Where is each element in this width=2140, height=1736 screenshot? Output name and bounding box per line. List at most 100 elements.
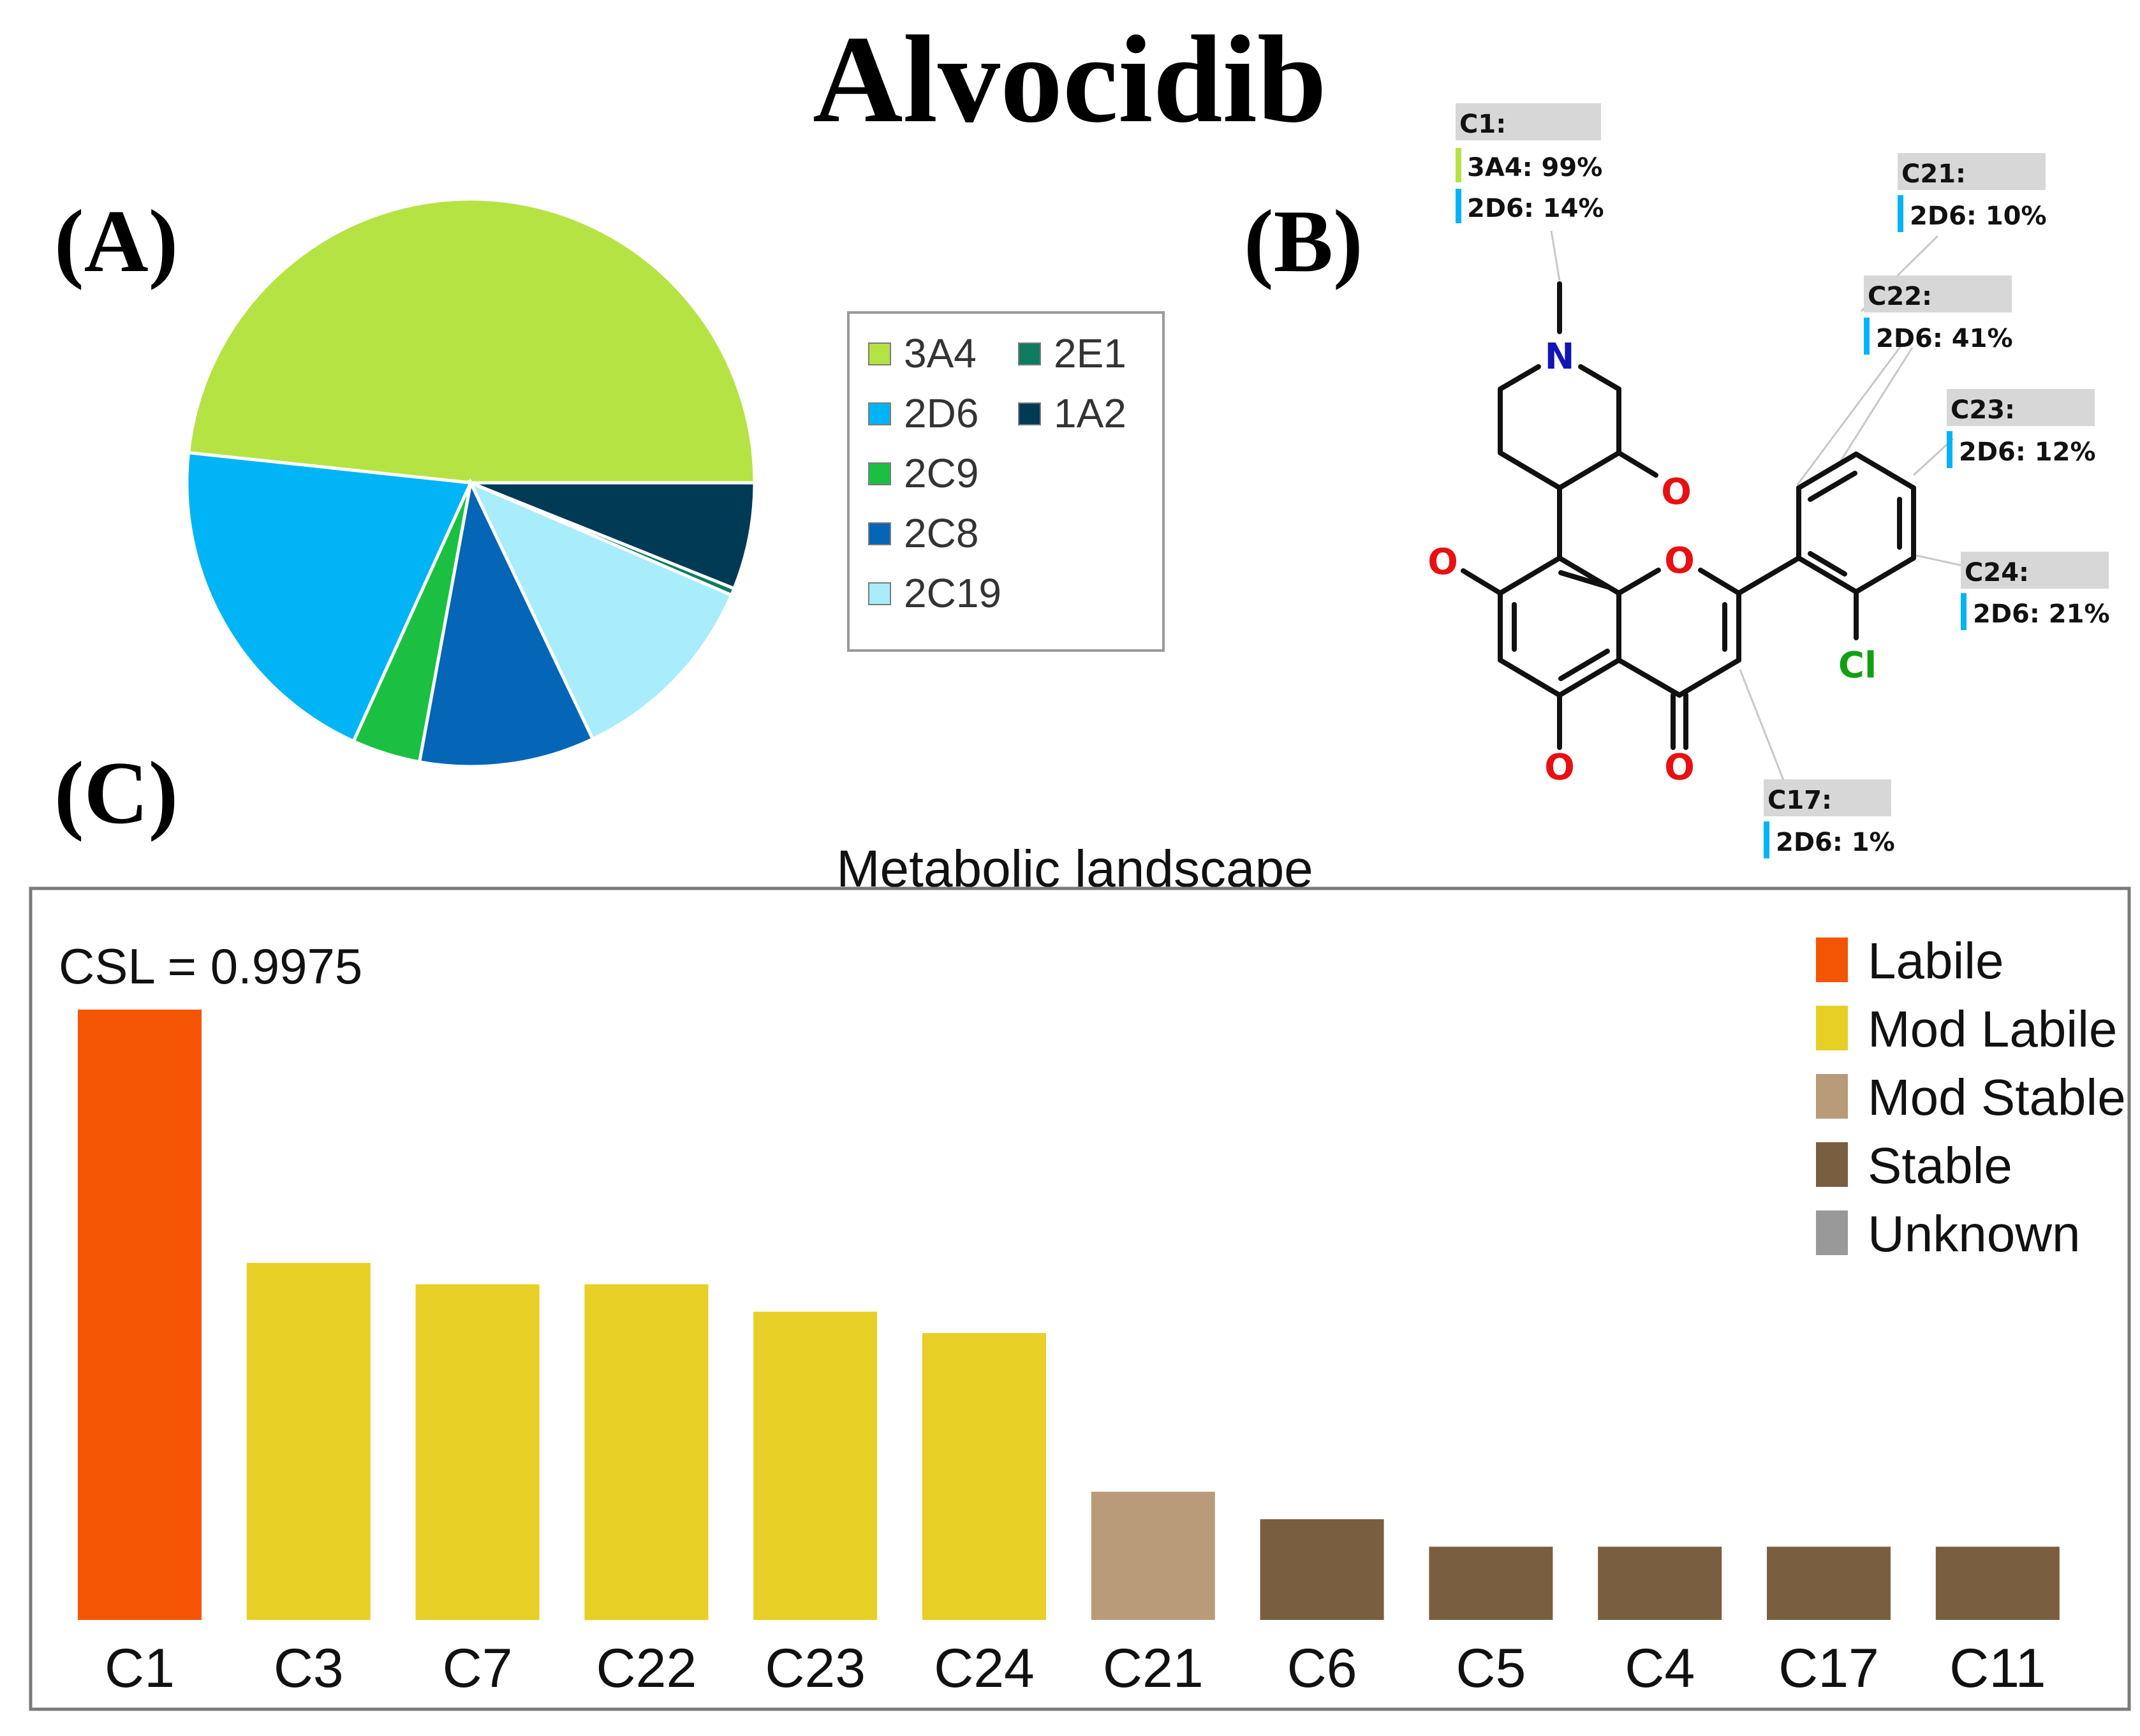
- legend-swatch-2e1: [1018, 342, 1041, 365]
- x-tick-label-c23: C23: [765, 1638, 866, 1699]
- bond: [1498, 450, 1562, 490]
- bond: [1736, 555, 1801, 596]
- enzyme-bar: [1764, 821, 1769, 858]
- enzyme-label: 2D6: 12%: [1959, 438, 2096, 467]
- x-tick-label-c7: C7: [443, 1638, 513, 1699]
- annotation-box: [1961, 552, 2109, 589]
- leader-line-c17: [1739, 669, 1786, 784]
- enzyme-bar: [1947, 431, 1952, 468]
- enzyme-bar: [1961, 593, 1967, 630]
- legend-label-2e1: 2E1: [1054, 330, 1126, 376]
- legend-swatch-2c8: [868, 522, 891, 545]
- bonds: [1461, 281, 1916, 750]
- x-tick-label-c1: C1: [105, 1638, 175, 1699]
- bar-c6: [1260, 1519, 1384, 1620]
- site-label: C1:: [1459, 110, 1506, 139]
- bond: [1808, 551, 1847, 577]
- legend-label-1a2: 1A2: [1054, 390, 1126, 436]
- annotation-leader-lines: [1550, 230, 1967, 784]
- legend-swatch-mod-labile: [1816, 1006, 1848, 1050]
- legend-swatch-stable: [1816, 1142, 1848, 1187]
- legend-label-mod-labile: Mod Labile: [1868, 1001, 2117, 1057]
- leader-line-c23: [1912, 438, 1954, 476]
- site-label: C22:: [1868, 282, 1932, 311]
- atom-o-phenol-bottom: O: [1544, 747, 1575, 788]
- bond: [1557, 450, 1621, 490]
- bond: [1854, 555, 1916, 594]
- panel-label-c: (C): [54, 744, 178, 842]
- bar-c7: [415, 1284, 540, 1621]
- site-label: C23:: [1951, 395, 2015, 425]
- pie-slice-1a2: [470, 481, 756, 591]
- x-tick-label-c21: C21: [1103, 1638, 1204, 1699]
- legend-swatch-unknown: [1816, 1210, 1848, 1255]
- molecule-structure: N O O O O O Cl C1: 3A4: 99% 2D6: 14% C21…: [1428, 103, 2110, 858]
- legend-swatch-3a4: [868, 342, 891, 365]
- legend-label-2d6: 2D6: [904, 390, 978, 436]
- site-annotation-c23: C23: 2D6: 12%: [1947, 389, 2096, 468]
- legend-label-labile: Labile: [1868, 932, 2004, 989]
- x-tick-label-c17: C17: [1778, 1638, 1879, 1699]
- site-annotation-c17: C17: 2D6: 1%: [1764, 779, 1895, 858]
- enzyme-bar: [1456, 148, 1461, 182]
- legend-label-3a4: 3A4: [904, 330, 977, 376]
- site-annotation-c22: C22: 2D6: 41%: [1864, 276, 2013, 355]
- leader-line-c22: [1796, 344, 1903, 485]
- bar-c22: [584, 1284, 709, 1621]
- x-tick-label-c5: C5: [1456, 1638, 1526, 1699]
- enzyme-label: 2D6: 1%: [1776, 828, 1895, 857]
- x-tick-label-c24: C24: [934, 1638, 1035, 1699]
- legend-swatch-2c19: [868, 582, 891, 605]
- bond: [1498, 364, 1541, 392]
- bar-x-tick-labels: C1 C3 C7 C22 C23 C24 C21 C6 C5 C4 C17 C11: [105, 1638, 2046, 1699]
- atom-cl: Cl: [1838, 645, 1877, 686]
- bond: [1677, 658, 1741, 698]
- bar-c3: [246, 1263, 371, 1620]
- enzyme-bar: [1456, 189, 1461, 223]
- bond: [1498, 658, 1562, 698]
- enzyme-label: 2D6: 14%: [1467, 194, 1604, 223]
- enzyme-bar: [1864, 318, 1870, 355]
- panel-label-b: (B): [1244, 192, 1363, 291]
- site-label: C21:: [1901, 159, 1966, 189]
- bond: [1578, 364, 1621, 392]
- pie-legend-box: [847, 311, 1165, 652]
- legend-swatch-labile: [1816, 938, 1848, 982]
- x-tick-label-c11: C11: [1949, 1638, 2046, 1699]
- site-annotation-c24: C24: 2D6: 21%: [1961, 552, 2110, 630]
- enzyme-label: 2D6: 41%: [1876, 324, 2013, 353]
- annotation-box: [1864, 276, 2012, 313]
- legend-label-2c19: 2C19: [904, 570, 1001, 616]
- annotation-box: [1947, 389, 2095, 426]
- pie-slice-2d6: [185, 450, 473, 744]
- bar-c21: [1091, 1492, 1215, 1620]
- bond: [1558, 649, 1610, 681]
- panel-label-a: (A): [54, 192, 178, 291]
- site-annotation-c21: C21: 2D6: 10%: [1898, 153, 2047, 232]
- leader-line-c22b: [1834, 347, 1914, 469]
- atom-o-carbonyl: O: [1664, 747, 1695, 788]
- pie-slice-2c19: [467, 480, 734, 742]
- legend-label-2c8: 2C8: [904, 510, 978, 556]
- x-tick-label-c22: C22: [596, 1638, 697, 1699]
- pie-chart: [185, 197, 756, 769]
- x-tick-label-c3: C3: [274, 1638, 344, 1699]
- legend-swatch-2c9: [868, 462, 891, 485]
- bond: [1616, 568, 1661, 596]
- site-label: C17:: [1767, 786, 1832, 815]
- bar-c5: [1429, 1547, 1553, 1620]
- bar-c4: [1598, 1547, 1722, 1620]
- annotation-box: [1764, 779, 1891, 816]
- leader-line-c24: [1913, 554, 1967, 568]
- legend-label-mod-stable: Mod Stable: [1868, 1069, 2126, 1126]
- bar-c17: [1767, 1547, 1891, 1620]
- pie-slice-2c8: [417, 477, 595, 769]
- bond: [1796, 555, 1859, 594]
- legend-label-stable: Stable: [1868, 1137, 2012, 1194]
- bar-c24: [922, 1333, 1046, 1620]
- bond: [1558, 570, 1610, 589]
- bond: [1698, 568, 1741, 596]
- legend-label-unknown: Unknown: [1868, 1205, 2081, 1262]
